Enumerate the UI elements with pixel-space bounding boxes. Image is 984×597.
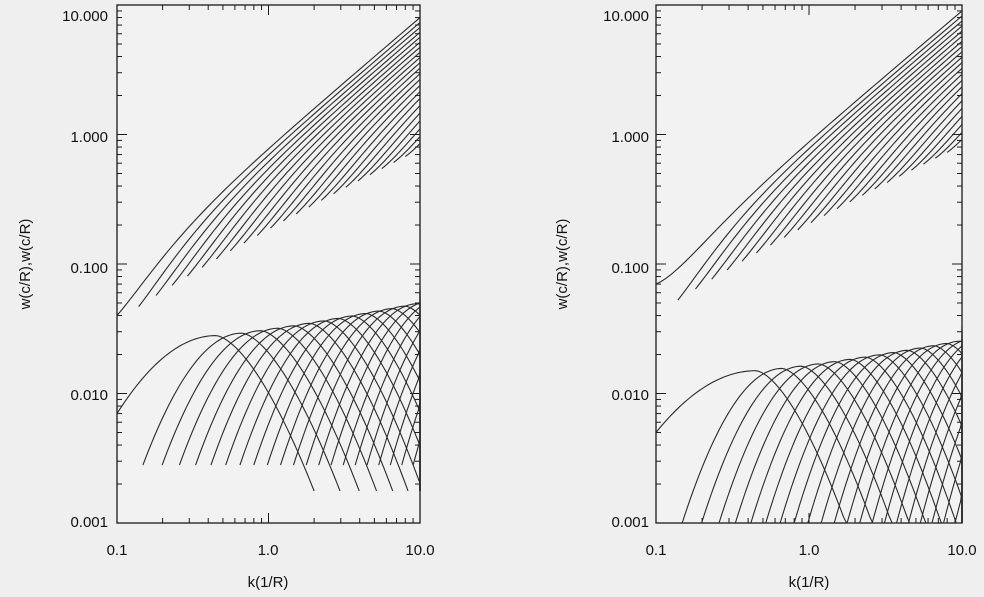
x-axis-title: k(1/R) [789, 574, 830, 591]
right-chart: 10.000 1.000 0.100 0.010 0.001 0.1 1.0 1… [554, 4, 977, 591]
real-branch-curve [741, 35, 963, 262]
x-tick-label: 1.0 [258, 542, 279, 559]
real-branch-curve [677, 15, 963, 301]
imag-branch-curve [412, 284, 421, 491]
real-branch-curve [187, 36, 421, 277]
y-axis-title: w(c/R),w(c/R) [17, 219, 34, 311]
real-branch-curve [711, 25, 963, 280]
real-branch-curve [823, 67, 963, 217]
real-branch-curve [283, 73, 421, 222]
real-branch-curve [215, 46, 421, 260]
imag-branch-curve [225, 320, 421, 491]
x-axis-title: k(1/R) [248, 574, 289, 591]
real-branch-curve [886, 100, 963, 183]
real-branch-curve [810, 62, 963, 224]
real-branch-curve [695, 20, 963, 290]
y-tick-label: 0.100 [70, 260, 108, 277]
real-branch-curve [874, 93, 963, 190]
dispersion-curves [116, 17, 421, 492]
y-axis-title: w(c/R),w(c/R) [554, 219, 571, 311]
imag-branch-curve [718, 363, 919, 524]
real-branch-curve [783, 51, 963, 238]
real-branch-curve [201, 41, 421, 268]
real-branch-curve [797, 56, 963, 231]
real-branch-curve [898, 108, 963, 177]
real-branch-curve [308, 85, 421, 208]
imag-branch-curve [161, 330, 360, 492]
y-tick-label: 0.010 [611, 387, 649, 404]
real-branch-curve [911, 115, 963, 171]
real-branch-curve [333, 98, 421, 195]
imag-branch-curve [195, 325, 394, 492]
y-tick-label: 0.010 [70, 387, 108, 404]
real-branch-curve [345, 105, 421, 188]
imag-branch-curve [116, 335, 315, 492]
y-tick-label: 10.000 [62, 8, 108, 25]
y-tick-label: 1.000 [611, 129, 649, 146]
y-tick-label: 0.100 [611, 260, 649, 277]
plot-frame [655, 4, 963, 524]
real-branch-curve [357, 112, 421, 182]
y-tick-label: 1.000 [70, 129, 108, 146]
imag-branch-curve [701, 365, 901, 524]
imag-branch-curve [734, 361, 935, 524]
real-branch-curve [935, 131, 963, 159]
real-branch-curve [923, 124, 963, 165]
real-branch-curve [655, 10, 963, 285]
x-tick-label: 0.1 [107, 542, 128, 559]
x-tick-label: 10.0 [405, 542, 434, 559]
imag-branch-curve [142, 332, 341, 492]
real-branch-curve [138, 22, 421, 307]
imag-branch-curve [655, 370, 856, 524]
real-branch-curve [295, 79, 421, 215]
imag-branch-curve [210, 322, 409, 492]
imag-branch-curve [765, 356, 962, 524]
imag-branch-curve [779, 354, 963, 524]
real-branch-curve [155, 26, 421, 296]
real-branch-curve [381, 128, 421, 169]
imag-branch-curve [750, 358, 950, 524]
real-branch-curve [770, 46, 963, 246]
imag-branch-curve [954, 323, 963, 524]
dispersion-curves [655, 10, 963, 524]
real-branch-curve [256, 62, 421, 236]
real-branch-curve [116, 17, 421, 316]
real-branch-curve [836, 73, 963, 210]
imag-branch-curve [681, 367, 882, 524]
real-branch-curve [270, 67, 421, 229]
real-branch-curve [171, 31, 421, 286]
real-branch-curve [320, 91, 421, 201]
real-branch-curve [229, 51, 421, 252]
left-chart: 10.000 1.000 0.100 0.010 0.001 0.1 1.0 1… [17, 4, 435, 591]
real-branch-curve [726, 30, 963, 271]
y-tick-label: 0.001 [70, 514, 108, 531]
real-branch-curve [369, 120, 421, 176]
y-tick-label: 0.001 [611, 514, 649, 531]
real-branch-curve [404, 143, 421, 157]
real-branch-curve [755, 40, 963, 254]
x-tick-label: 10.0 [947, 542, 976, 559]
real-branch-curve [243, 57, 421, 244]
imag-branch-curve [178, 327, 378, 492]
real-branch-curve [849, 79, 963, 203]
x-tick-label: 0.1 [646, 542, 667, 559]
x-tick-label: 1.0 [799, 542, 820, 559]
real-branch-curve [946, 138, 963, 153]
real-branch-curve [393, 136, 421, 163]
y-tick-label: 10.000 [603, 8, 649, 25]
imag-branch-curve [239, 317, 421, 491]
real-branch-curve [861, 86, 963, 196]
